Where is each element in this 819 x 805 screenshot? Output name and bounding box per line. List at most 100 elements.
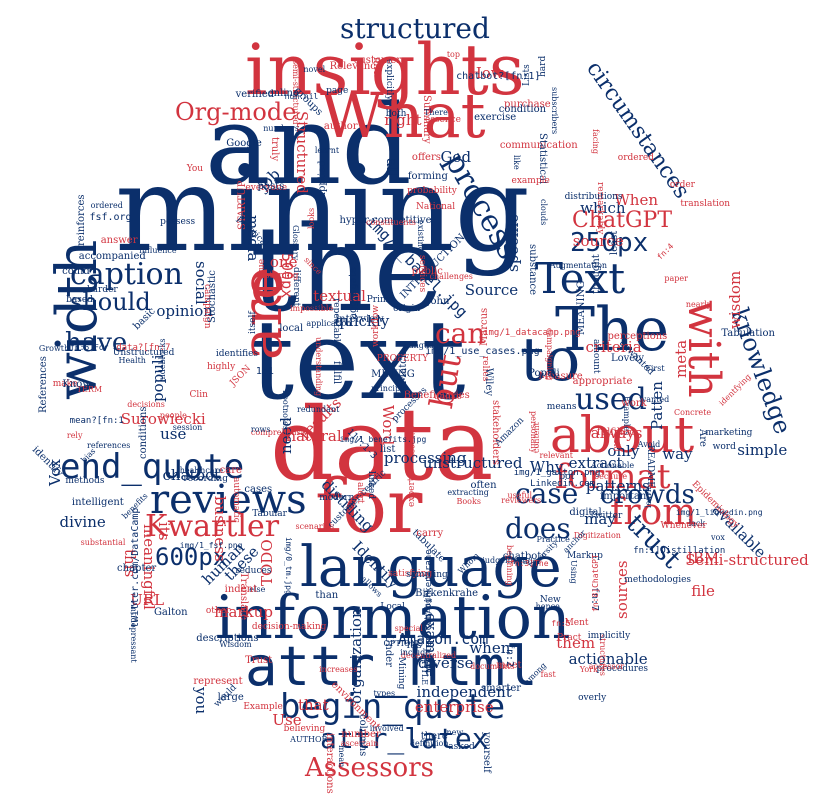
word-file: file (691, 581, 715, 600)
word-marketing: marketing (705, 427, 753, 438)
word-its: its (154, 522, 173, 541)
word-assessors: Assessors (305, 753, 434, 783)
word-exercise: exercise (474, 112, 517, 124)
word-influence: influence (139, 246, 177, 256)
word-principle: principle (371, 383, 408, 393)
word-extract: extract (568, 454, 623, 473)
word-case: case (515, 477, 579, 510)
word-could: could (62, 265, 90, 277)
word-have: have (65, 328, 128, 358)
word-data: data (270, 386, 494, 503)
word-org-mode: Org-mode (175, 98, 297, 126)
word-page: page (326, 85, 349, 96)
word-local: Local (380, 602, 406, 613)
word-interactions: interactions (323, 733, 335, 794)
word-title: TITLE (420, 659, 430, 685)
word-using: Using (569, 560, 579, 584)
word-end-quote: end_quote (60, 447, 245, 487)
word-lack: lack (688, 519, 706, 529)
word-references: references (87, 440, 131, 450)
word-the: The (555, 295, 670, 365)
word-john: John (426, 295, 450, 307)
word-galton: Galton (153, 606, 188, 618)
word-format: format (555, 457, 671, 497)
word-markup: Markup (566, 551, 603, 562)
word-new: new (446, 728, 464, 738)
word-success: success (408, 425, 418, 457)
word-hence: hence (535, 602, 560, 612)
word-application: application (306, 318, 352, 328)
word-beneficiaries: Beneficiaries (403, 390, 470, 402)
word-natural: natural (286, 426, 342, 445)
word-know: Know (62, 378, 91, 390)
word-essence: essence (424, 114, 462, 125)
word-customer: customer (353, 54, 402, 66)
word-fn-6-for: fn:6]For (69, 343, 109, 353)
word-care: care (219, 465, 242, 477)
word-challenges: challenges (429, 271, 473, 281)
word-special: special (394, 624, 423, 634)
word-img-1-datacamp-png: img/1_datacamp.png (483, 327, 581, 338)
word-clin: Clin (189, 389, 208, 400)
word-marcus: Marcus (478, 308, 490, 347)
word-expert: expert (406, 477, 417, 508)
word-thought: thought (590, 253, 602, 294)
word-ibm: IBM (686, 548, 720, 567)
word-involved: involved (369, 723, 404, 733)
word-purchase: purchase (504, 98, 551, 110)
word-bot: bot (559, 471, 575, 482)
word-god: God (440, 148, 472, 167)
word-begin-quote: begin_quote (280, 687, 506, 727)
word-sampling: sampling (406, 569, 448, 580)
word-ascertain: ascertain (340, 738, 379, 748)
word-crowds: crowds (600, 480, 695, 510)
word-subscribers: subscribers (549, 86, 559, 134)
word-ordered: ordered (90, 200, 123, 210)
word-answer: answer (100, 235, 138, 246)
word-mean: mean (336, 744, 346, 768)
word-whenever: Whenever (660, 521, 707, 531)
word-augmentation: Augmentation (549, 260, 608, 270)
word-alert: alert (355, 482, 366, 504)
word-information: information (215, 583, 571, 653)
word-term: TERM (76, 385, 103, 395)
word-may: may (584, 510, 616, 529)
word-attr-latex: attr_latex (320, 722, 489, 755)
word-like: like (511, 155, 521, 170)
word-glossary: Glossary (291, 224, 301, 260)
word-example: Example (243, 701, 283, 712)
word-learn: learn (644, 486, 654, 508)
word-relevance: Relevance (329, 61, 382, 73)
word-remarkably: remarkably (595, 181, 606, 235)
word-highly: highly (206, 361, 236, 372)
word-example: example (511, 175, 550, 186)
word-hyper-competitive: hyper-competitive (339, 215, 432, 227)
word-way: way (662, 444, 693, 463)
word-are: Are (697, 428, 709, 447)
word-kwartler: Kwartler (145, 509, 280, 544)
word-that: that (297, 695, 329, 714)
word-independent: independent (416, 683, 512, 702)
word-top: top (446, 50, 460, 60)
word-else: else (249, 584, 266, 594)
word-old: old (612, 439, 622, 452)
word-means: means (546, 402, 577, 413)
word-structured: structured (340, 12, 490, 45)
word-wanted: wanted (639, 395, 670, 405)
word-forming: forming (407, 170, 448, 182)
word-url: URL (130, 591, 165, 610)
word-intelligent: intelligent (71, 496, 124, 508)
word-img-0-tm-jpg: img/0_tm.jpg (283, 537, 293, 595)
word-substantial: substantial (80, 537, 126, 547)
word-truly: truly (269, 137, 281, 162)
word-one: one (269, 253, 298, 272)
word-why: Why (529, 457, 564, 476)
word-york: York (579, 665, 598, 675)
word-online: online (267, 87, 299, 99)
word-accompanied: accompanied (78, 250, 146, 262)
word-understanding: understanding (313, 337, 323, 397)
word-probability: probability (407, 185, 457, 196)
word-often: often (470, 479, 497, 491)
word-language: Language (403, 341, 444, 351)
word-chatgpt: ChatGPT (572, 208, 673, 233)
